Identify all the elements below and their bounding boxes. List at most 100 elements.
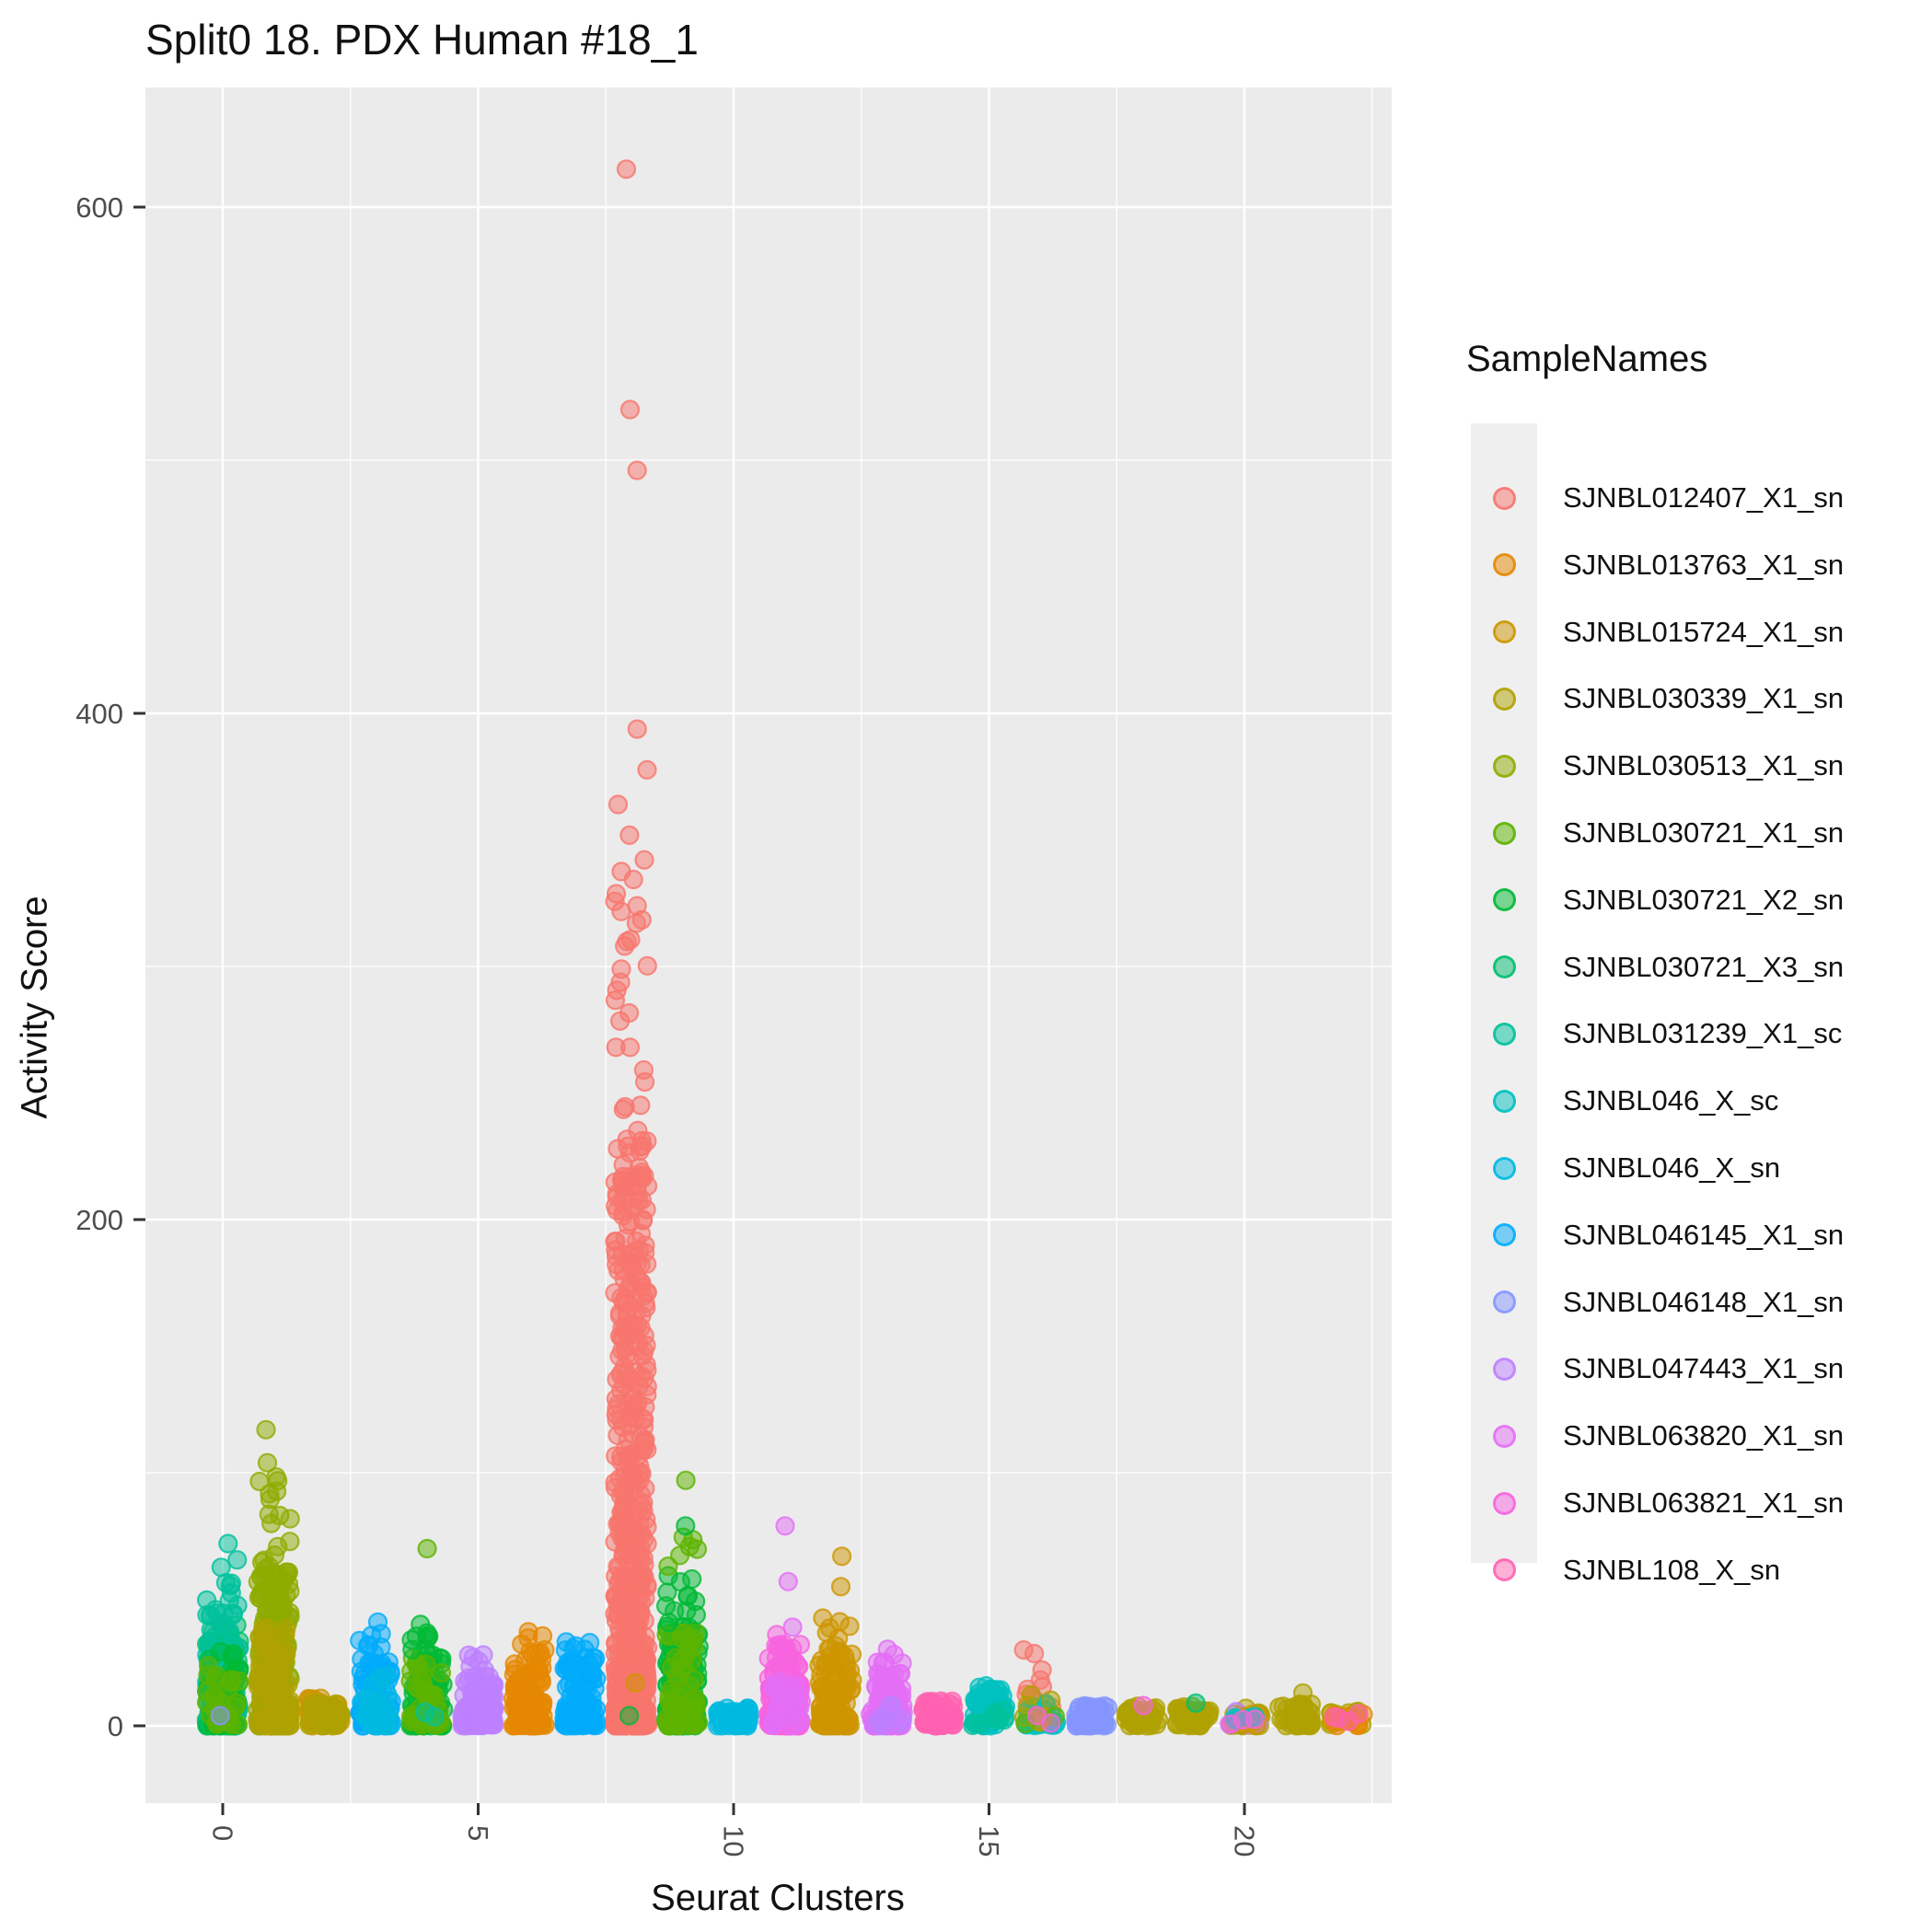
data-point [634,1655,654,1676]
legend-item-label: SJNBL015724_X1_sn [1563,615,1845,648]
data-point [417,1538,437,1559]
x-tick-label: 5 [462,1825,494,1841]
data-point [570,1679,590,1699]
data-point [831,1546,852,1567]
legend-key [1471,1537,1537,1603]
legend-point-icon [1492,1558,1516,1582]
data-point [605,1532,625,1552]
data-point [555,1640,576,1660]
x-tick-label: 0 [207,1825,239,1841]
data-point [227,1550,248,1570]
data-point [686,1604,707,1625]
data-point [253,1715,273,1736]
legend-item-label: SJNBL030721_X3_sn [1563,950,1845,983]
legend-point-icon [1492,1491,1516,1515]
data-point [254,1624,274,1645]
data-point [358,1688,379,1708]
data-point [211,1641,231,1662]
data-point [1133,1695,1153,1716]
data-point [218,1533,238,1554]
legend-key [1471,867,1537,933]
legend-key [1471,733,1537,799]
data-point [627,896,647,916]
legend-key [1471,1001,1537,1067]
data-point [671,1623,692,1644]
data-point [637,759,657,781]
legend-item-label: SJNBL030339_X1_sn [1563,682,1845,715]
data-point [1024,1643,1045,1664]
legend-item: SJNBL108_X_sn [1471,1537,1780,1603]
data-point [256,1419,276,1440]
data-point [473,1645,493,1665]
data-point [928,1707,948,1728]
page-title: Split0 18. PDX Human #18_1 [145,16,699,64]
data-point [616,159,637,179]
legend-item-label: SJNBL046_X_sc [1563,1084,1779,1117]
data-point [312,1695,332,1715]
legend: SampleNames SJNBL012407_X1_sn SJNBL013763… [1466,339,1844,1586]
data-point [318,1714,338,1735]
legend-point-icon [1492,1290,1516,1314]
data-point [1027,1706,1047,1726]
data-point [676,1470,696,1490]
data-point [250,1584,271,1605]
data-point [775,1516,795,1536]
legend-key [1471,532,1537,598]
data-point [359,1635,379,1656]
data-point [892,1653,912,1673]
legend-key [1471,1269,1537,1336]
data-point [611,862,631,882]
data-point [677,1586,698,1607]
data-point [631,1496,653,1516]
data-point [629,1573,650,1594]
data-point [431,1662,451,1683]
data-point [615,1516,635,1536]
data-point [841,1644,862,1665]
data-point [827,1715,848,1736]
data-point [687,1539,708,1559]
data-point [881,1670,902,1690]
legend-item-label: SJNBL030721_X2_sn [1563,883,1845,916]
y-tick-label: 0 [108,1710,123,1742]
data-point [219,1591,239,1611]
data-point [377,1715,398,1736]
data-point [504,1676,525,1696]
legend-item-label: SJNBL012407_X1_sn [1563,481,1845,514]
data-point [406,1626,426,1647]
data-point [607,980,627,1001]
data-point [636,1282,656,1302]
legend-point-icon [1492,821,1516,845]
data-point [613,1259,634,1280]
legend-item-label: SJNBL108_X_sn [1563,1553,1781,1586]
data-point [625,1672,645,1693]
data-point [627,719,647,739]
data-point [631,1366,651,1386]
legend-item: SJNBL046_X_sn [1471,1135,1780,1201]
data-point [567,1695,587,1715]
legend-item-label: SJNBL046145_X1_sn [1563,1218,1845,1251]
data-point [270,1505,290,1526]
legend-key [1471,1336,1537,1402]
data-point [655,1596,677,1616]
data-point [210,1706,230,1726]
data-point [889,1713,910,1734]
legend-point-icon [1492,754,1516,778]
legend-item: SJNBL012407_X1_sn [1471,465,1844,531]
data-point [512,1634,532,1654]
data-point [839,1616,860,1637]
data-point [606,1037,626,1058]
data-point [257,1452,278,1473]
data-point [367,1612,388,1632]
data-point [791,1710,811,1730]
legend-item-label: SJNBL013763_X1_sn [1563,548,1845,581]
data-point [1083,1697,1104,1718]
legend-point-icon [1492,1223,1516,1247]
legend-item: SJNBL030339_X1_sn [1471,665,1844,732]
legend-point-icon [1492,888,1516,912]
data-point [619,1002,640,1024]
data-point [196,1692,217,1713]
data-point [1244,1709,1265,1730]
data-point [619,1452,639,1473]
data-point [452,1716,472,1736]
